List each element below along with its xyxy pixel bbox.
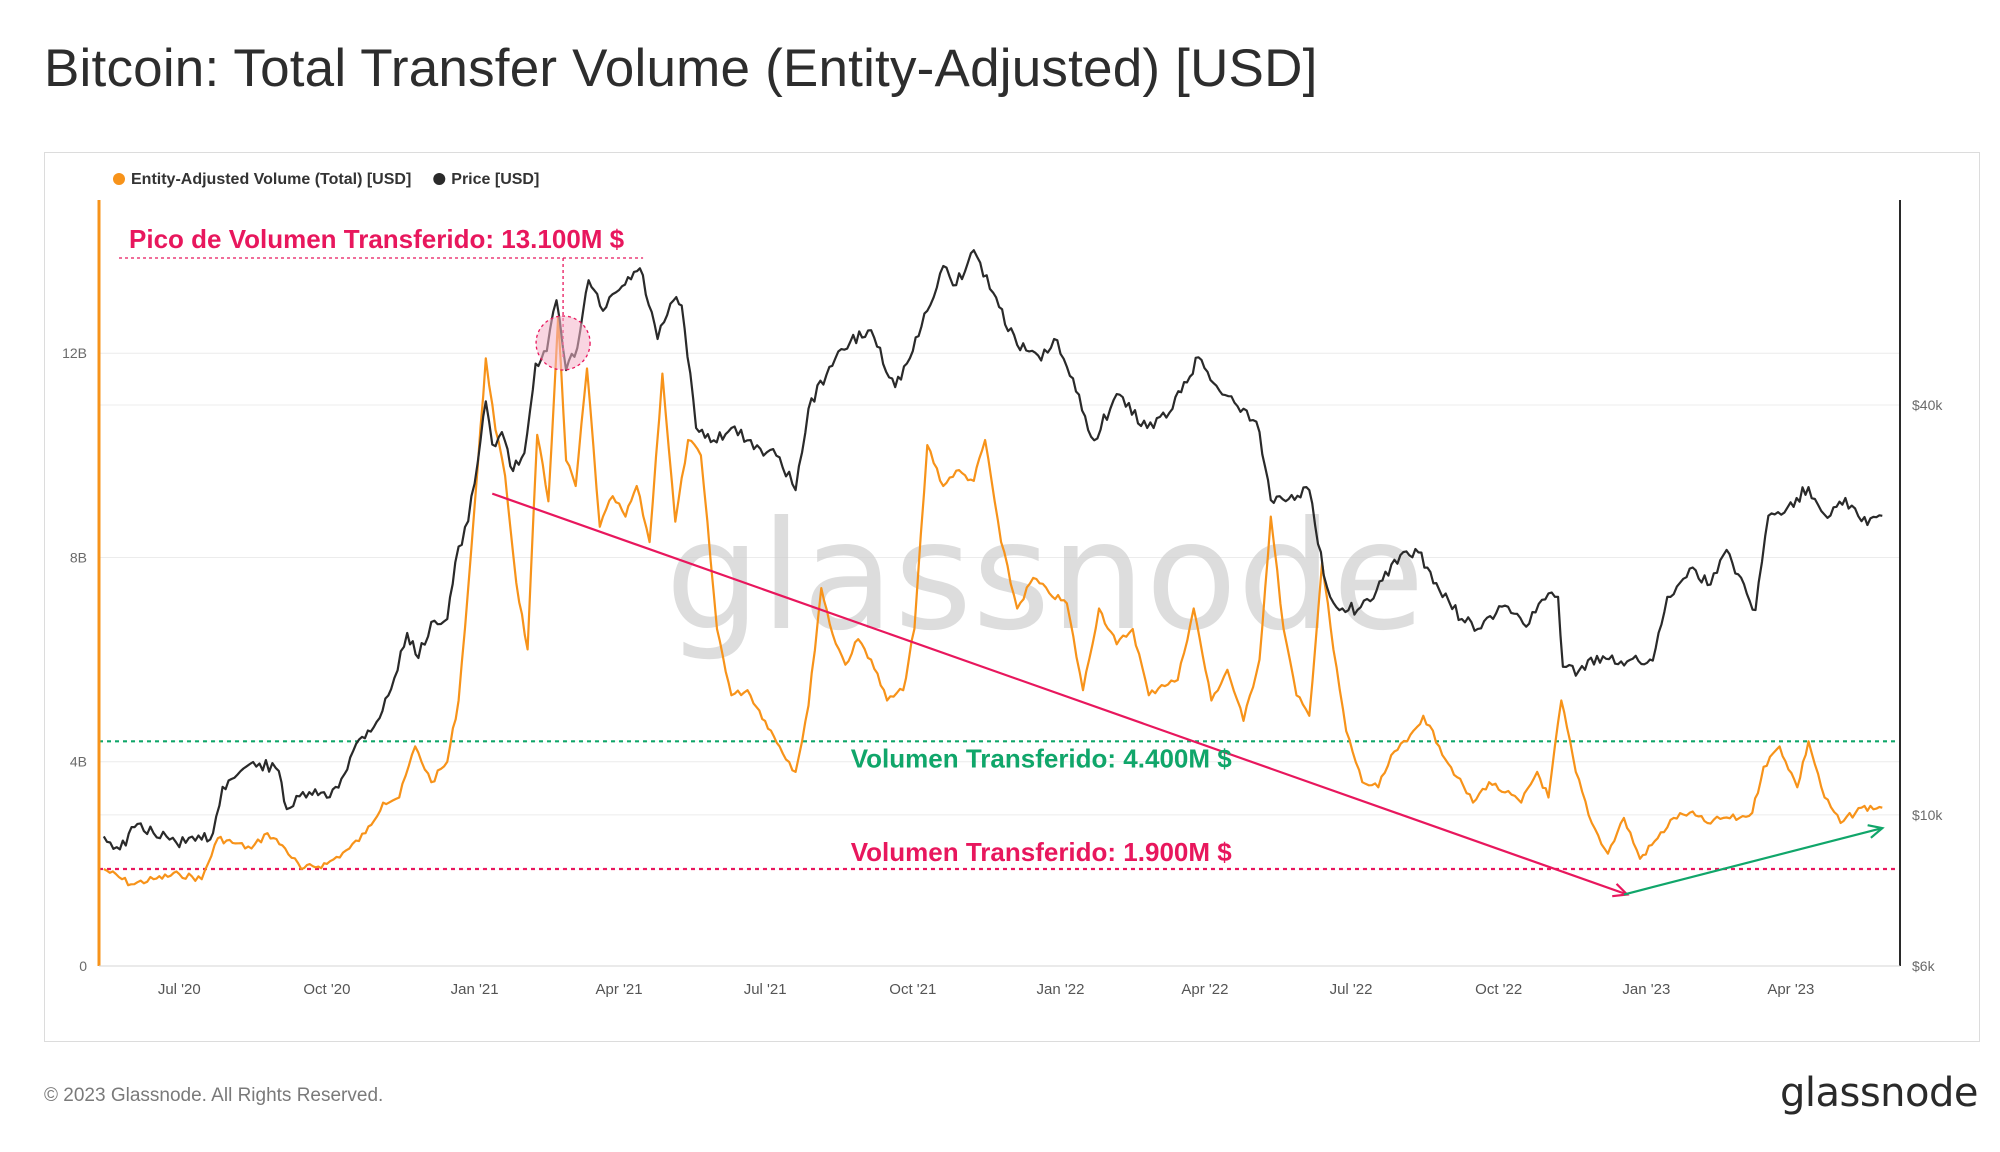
downtrend-arrow-line (491, 492, 1628, 896)
uptrend-arrow-head (1867, 824, 1885, 839)
legend[interactable]: Entity-Adjusted Volume (Total) [USD] Pric… (113, 171, 539, 188)
x-tick-label: Jul '21 (744, 981, 787, 998)
copyright-text: © 2023 Glassnode. All Rights Reserved. (44, 1085, 384, 1106)
y-left-tick-label: 12B (62, 345, 87, 361)
chart-frame: glassnode Pico de Volumen Transferido: 1… (44, 152, 1980, 1042)
axes: 0 4B 8B 12B $6k $10k $40k Jul '20 Oct '20 Jan '21… (62, 200, 1943, 998)
y-left-tick-label: 4B (70, 754, 87, 770)
x-tick-label: Jan '21 (451, 981, 499, 998)
x-tick-label: Oct '21 (889, 981, 936, 998)
legend-label: Entity-Adjusted Volume (Total) [USD] (131, 171, 411, 188)
x-tick-label: Jul '22 (1330, 981, 1373, 998)
chart-title: Bitcoin: Total Transfer Volume (Entity-A… (44, 39, 1318, 98)
series (102, 249, 1883, 887)
y-right-tick-label: $6k (1912, 958, 1936, 974)
uptrend-arrow-line (1623, 827, 1883, 896)
x-tick-label: Apr '22 (1181, 981, 1228, 998)
reference-label-4400m: Volumen Transferido: 4.400M $ (851, 743, 1233, 773)
x-tick-label: Oct '20 (303, 981, 350, 998)
y-right-tick-label: $40k (1912, 397, 1943, 413)
chart-svg: glassnode Pico de Volumen Transferido: 1… (62, 171, 1943, 998)
legend-label: Price [USD] (451, 171, 539, 188)
legend-marker (433, 173, 446, 185)
x-tick-label: Jul '20 (158, 981, 201, 998)
peak-marker-circle (535, 315, 591, 371)
reference-label-1900m: Volumen Transferido: 1.900M $ (851, 837, 1233, 867)
annotations: Pico de Volumen Transferido: 13.100M $ Vo… (119, 224, 1232, 867)
price-series-line (102, 249, 1883, 851)
x-tick-label: Apr '21 (596, 981, 643, 998)
y-left-tick-label: 0 (79, 958, 87, 974)
x-tick-label: Apr '23 (1767, 981, 1814, 998)
trend-arrows (491, 492, 1885, 898)
volume-series-line (103, 316, 1883, 887)
x-tick-label: Jan '23 (1622, 981, 1670, 998)
y-right-tick-label: $10k (1912, 807, 1943, 823)
x-tick-label: Oct '22 (1475, 981, 1522, 998)
glassnode-logo[interactable]: glassnode (1779, 1070, 1979, 1116)
x-tick-label: Jan '22 (1037, 981, 1085, 998)
y-left-tick-label: 8B (70, 549, 87, 565)
watermark: glassnode (665, 490, 1424, 664)
legend-marker (113, 173, 125, 185)
peak-annotation-label: Pico de Volumen Transferido: 13.100M $ (129, 224, 625, 254)
